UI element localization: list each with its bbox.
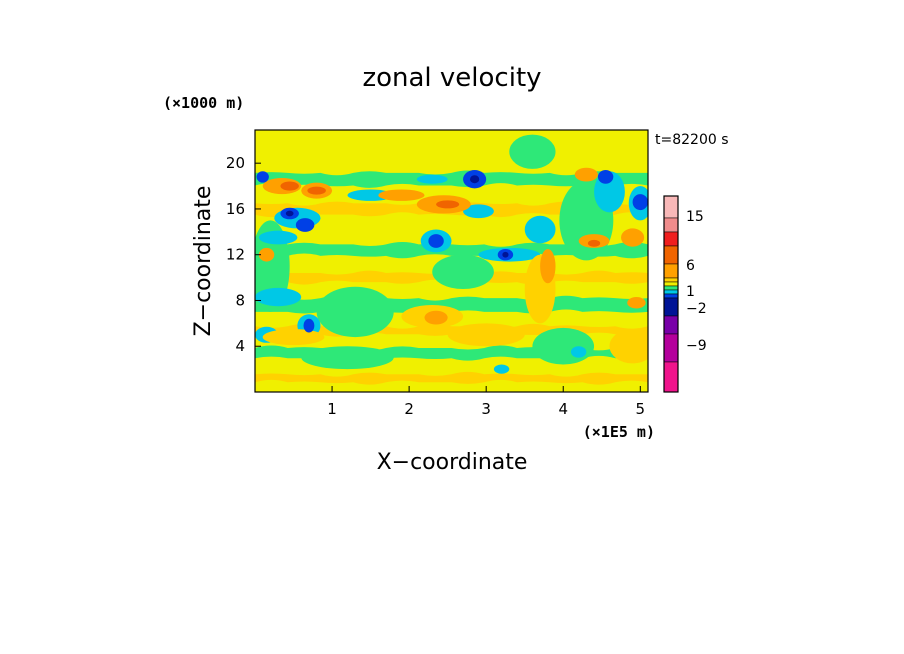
contour-blob-moderate_positive bbox=[378, 189, 425, 201]
x-tick-label: 2 bbox=[404, 400, 414, 418]
contour-blob-moderate_negative bbox=[255, 287, 302, 307]
contour-blob-weak_negative bbox=[509, 134, 556, 169]
x-tick-label: 1 bbox=[327, 400, 337, 418]
contour-blob-weak_negative bbox=[532, 327, 595, 365]
colorbar-swatch bbox=[663, 263, 679, 279]
contour-blob-strong_positive bbox=[587, 239, 601, 247]
contour-blob-strong_negative bbox=[295, 218, 315, 232]
colorbar-swatch bbox=[663, 293, 679, 299]
contour-blob-weak_negative bbox=[432, 254, 494, 290]
contour-blob-moderate_negative bbox=[570, 346, 587, 358]
contour-field bbox=[255, 130, 648, 392]
colorbar-swatch bbox=[663, 245, 679, 265]
colorbar-swatch bbox=[663, 333, 679, 363]
contour-blob-strong_negative bbox=[303, 318, 315, 333]
contour-blob-strong_negative bbox=[632, 194, 648, 211]
contour-blob-weak_positive bbox=[609, 329, 648, 364]
colorbar-swatch bbox=[663, 289, 679, 295]
contour-blob-moderate_positive bbox=[258, 247, 275, 262]
y-axis: 4 8 12 16 20 bbox=[226, 154, 261, 355]
plot-frame bbox=[254, 129, 649, 393]
colorbar-swatch bbox=[663, 231, 679, 247]
contour-blob-moderate_negative bbox=[493, 364, 510, 374]
x-tick-label: 3 bbox=[481, 400, 491, 418]
y-unit-label: (×1000 m) bbox=[163, 94, 244, 112]
contour-blob-moderate_negative bbox=[524, 215, 556, 244]
contour-blob-strong_negative bbox=[597, 170, 614, 184]
contour-blob-very_strong_negative bbox=[469, 175, 480, 184]
x-axis-label: X−coordinate bbox=[377, 450, 528, 475]
y-axis-label: Z−coordinate bbox=[191, 186, 216, 337]
contour-blob-weak_positive bbox=[447, 323, 525, 347]
colorbar-swatch bbox=[663, 297, 679, 317]
colorbar-tick-label: 1 bbox=[686, 284, 695, 300]
contour-blob-moderate_positive bbox=[627, 297, 646, 309]
contour-blob-strong_negative bbox=[428, 234, 444, 248]
contour-blob-moderate_positive bbox=[424, 310, 448, 325]
contour-blob-moderate_positive bbox=[574, 167, 598, 182]
contour-blob-very_strong_negative bbox=[502, 251, 509, 258]
contour-blob-weak_negative bbox=[301, 346, 394, 370]
contour-blob-moderate_negative bbox=[258, 230, 298, 245]
colorbar-tick-label: −9 bbox=[686, 338, 707, 354]
y-tick-label: 8 bbox=[235, 291, 245, 309]
contour-blob-moderate_negative bbox=[416, 174, 448, 184]
x-axis: 1 2 3 4 5 bbox=[327, 386, 645, 418]
time-label: t=82200 s bbox=[655, 132, 729, 148]
contour-blob-moderate_positive bbox=[540, 248, 556, 284]
y-tick-label: 16 bbox=[226, 200, 245, 218]
colorbar-swatch bbox=[663, 277, 679, 283]
contour-blob-strong_negative bbox=[256, 171, 269, 183]
contour-blob-moderate_positive bbox=[621, 228, 645, 247]
contour-band-weak_positive bbox=[255, 371, 648, 385]
contour-blob-moderate_negative bbox=[463, 204, 494, 219]
colorbar-tick-label: 6 bbox=[686, 258, 695, 274]
x-tick-label: 5 bbox=[636, 400, 646, 418]
contour-blob-strong_positive bbox=[280, 181, 299, 191]
contour-blob-strong_positive bbox=[436, 200, 460, 209]
colorbar-swatch bbox=[663, 285, 679, 291]
colorbar-tick-label: 15 bbox=[686, 209, 704, 225]
colorbar-swatch bbox=[663, 315, 679, 335]
colorbar-swatch bbox=[663, 217, 679, 233]
y-tick-label: 12 bbox=[226, 246, 245, 264]
contour-band-weak_negative bbox=[255, 170, 648, 188]
y-tick-label: 4 bbox=[235, 337, 245, 355]
colorbar-swatch bbox=[663, 195, 679, 219]
contour-blob-weak_negative bbox=[316, 286, 394, 338]
colorbar-frame bbox=[663, 195, 679, 393]
colorbar: 15 6 1−2 −9 bbox=[663, 195, 707, 393]
contour-blob-weak_positive bbox=[262, 329, 325, 346]
colorbar-tick-label: −2 bbox=[686, 301, 707, 317]
y-tick-label: 20 bbox=[226, 154, 245, 172]
colorbar-swatch bbox=[663, 361, 679, 393]
contour-blob-strong_positive bbox=[307, 186, 326, 195]
x-tick-label: 4 bbox=[558, 400, 568, 418]
colorbar-swatch bbox=[663, 281, 679, 287]
x-unit-label: (×1E5 m) bbox=[583, 423, 655, 441]
contour-blob-very_strong_negative bbox=[285, 210, 294, 217]
chart-title: zonal velocity bbox=[362, 63, 541, 93]
